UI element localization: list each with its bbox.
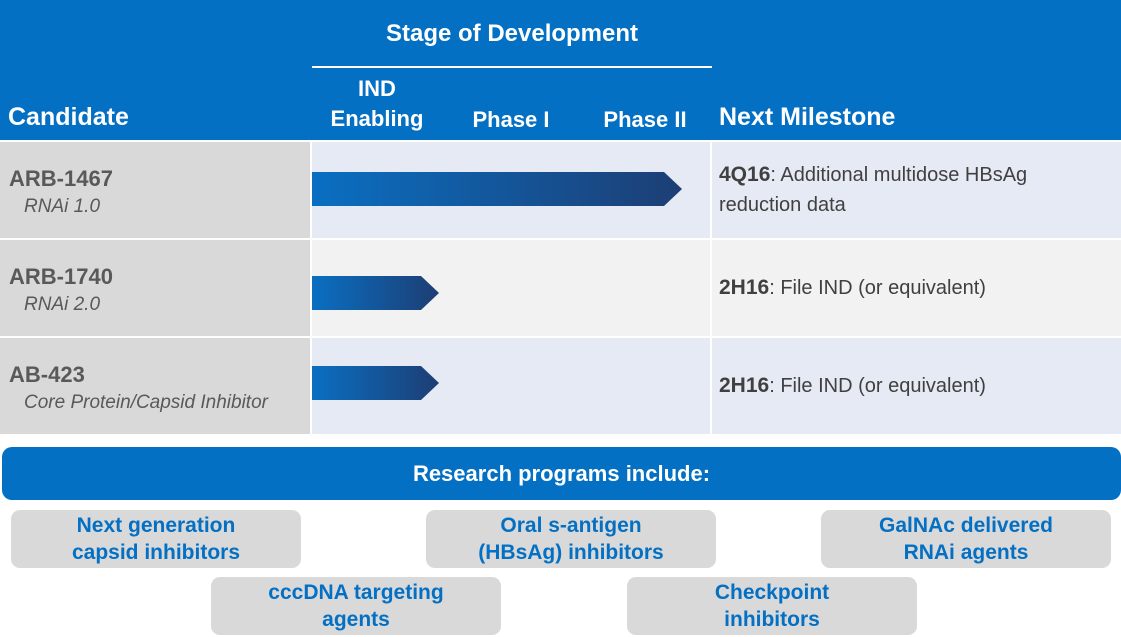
program-line2: capsid inhibitors [71, 541, 241, 564]
program-line2: RNAi agents [903, 541, 1029, 564]
candidate-subtitle: RNAi 1.0 [24, 196, 101, 217]
milestone-code: 2H16 [719, 276, 770, 299]
stage-cell [312, 142, 710, 238]
candidate-column-header: Candidate [8, 103, 129, 131]
candidate-cell: ARB-1467 RNAi 1.0 [0, 142, 310, 238]
progress-arrow [312, 276, 439, 310]
milestone-description: : Additional multidose HBsAg reduction d… [719, 164, 1028, 216]
candidate-row: AB-423 Core Protein/Capsid Inhibitor 2H1… [0, 338, 1121, 434]
stage-cell [312, 240, 710, 336]
milestone-description: : File IND (or equivalent) [769, 375, 986, 397]
candidate-subtitle: RNAi 2.0 [24, 294, 101, 315]
phase-2-column-header: Phase II [603, 107, 687, 132]
ind-enabling-line1: IND [358, 76, 396, 101]
ind-enabling-line2: Enabling [330, 106, 424, 131]
progress-arrow [312, 172, 682, 206]
candidate-cell: AB-423 Core Protein/Capsid Inhibitor [0, 338, 310, 434]
candidate-subtitle: Core Protein/Capsid Inhibitor [24, 392, 268, 413]
milestone-code: 2H16 [719, 374, 770, 397]
program-line1: GalNAc delivered [879, 514, 1053, 537]
research-program-box: Checkpoint inhibitors [627, 577, 917, 635]
milestone-text: 4Q16: Additional multidose HBsAg reducti… [719, 142, 1109, 238]
pipeline-header: Stage of Development Candidate IND Enabl… [0, 0, 1121, 140]
research-program-box: Next generation capsid inhibitors [11, 510, 301, 568]
research-program-box: cccDNA targeting agents [211, 577, 501, 635]
program-line1: Next generation [76, 514, 236, 537]
stage-of-development-title: Stage of Development [385, 20, 639, 47]
candidate-name: AB-423 [9, 362, 85, 387]
milestone-description: : File IND (or equivalent) [769, 277, 986, 299]
milestone-code: 4Q16 [719, 163, 771, 186]
milestone-cell: 4Q16: Additional multidose HBsAg reducti… [712, 142, 1121, 238]
research-program-box: Oral s-antigen (HBsAg) inhibitors [426, 510, 716, 568]
stage-cell [312, 338, 710, 434]
research-programs-banner: Research programs include: [2, 447, 1121, 500]
milestone-text: 2H16: File IND (or equivalent) [719, 338, 1109, 434]
ind-enabling-column-header: IND Enabling [312, 74, 442, 134]
milestone-text: 2H16: File IND (or equivalent) [719, 240, 1109, 336]
next-milestone-column-header: Next Milestone [719, 103, 896, 131]
phase-1-column-header: Phase I [472, 107, 550, 132]
stage-divider-line [312, 66, 712, 68]
candidate-row: ARB-1740 RNAi 2.0 2H16: File IND (or equ… [0, 240, 1121, 336]
candidate-name: ARB-1740 [9, 264, 113, 289]
candidate-name: ARB-1467 [9, 166, 113, 191]
candidate-cell: ARB-1740 RNAi 2.0 [0, 240, 310, 336]
program-line2: agents [322, 608, 390, 631]
program-line1: Oral s-antigen [500, 514, 642, 537]
program-line1: Checkpoint [714, 581, 830, 604]
program-line1: cccDNA targeting [268, 581, 444, 604]
candidate-row: ARB-1467 RNAi 1.0 4Q16: Additional multi… [0, 142, 1121, 238]
milestone-cell: 2H16: File IND (or equivalent) [712, 240, 1121, 336]
program-line2: inhibitors [724, 608, 820, 631]
research-program-box: GalNAc delivered RNAi agents [821, 510, 1111, 568]
progress-arrow [312, 366, 439, 400]
milestone-cell: 2H16: File IND (or equivalent) [712, 338, 1121, 434]
program-line2: (HBsAg) inhibitors [478, 541, 664, 564]
